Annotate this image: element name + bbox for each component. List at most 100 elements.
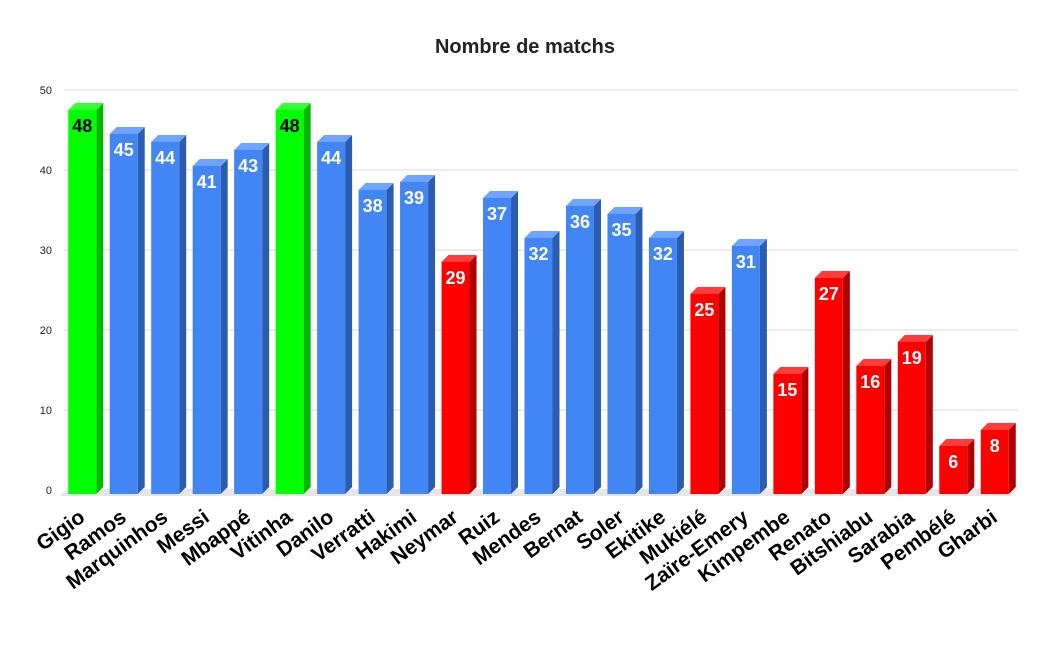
bar-side <box>96 103 104 494</box>
bar-soler: 35 <box>607 207 643 494</box>
bar-bernat: 36 <box>565 199 601 494</box>
bar-side <box>801 367 809 494</box>
bar-mukiélé: 25 <box>690 287 726 494</box>
data-label: 16 <box>860 372 880 392</box>
bar-front <box>690 294 719 494</box>
bar-side <box>552 231 560 494</box>
bar-gharbi: 8 <box>980 423 1016 494</box>
data-label: 8 <box>990 436 1000 456</box>
bar-verratti: 38 <box>358 183 394 494</box>
bar-side <box>967 439 975 494</box>
bar-marquinhos: 44 <box>151 135 187 494</box>
y-tick-label: 40 <box>40 165 52 177</box>
bar-vitinha: 48 <box>275 103 311 494</box>
y-tick-label: 20 <box>40 325 52 337</box>
bar-front <box>731 246 760 494</box>
bar-front <box>607 214 636 494</box>
bar-front <box>317 142 346 494</box>
bar-side <box>303 103 311 494</box>
bar-side <box>842 271 850 494</box>
bar-top <box>814 271 850 278</box>
data-label: 32 <box>528 244 548 264</box>
bar-top <box>980 423 1016 430</box>
bar-side <box>137 127 145 494</box>
bar-top <box>151 135 187 142</box>
bar-top <box>192 159 228 166</box>
data-label: 25 <box>694 300 714 320</box>
bar-top <box>607 207 643 214</box>
bar-front <box>524 238 553 494</box>
bar-renato: 27 <box>814 271 850 494</box>
bar-side <box>262 143 270 494</box>
data-label: 44 <box>155 148 175 168</box>
data-label: 43 <box>238 156 258 176</box>
bar-front <box>109 134 138 494</box>
bar-top <box>441 255 477 262</box>
bar-top <box>565 199 601 206</box>
bar-mbappé: 43 <box>234 143 270 494</box>
data-label: 29 <box>446 268 466 288</box>
data-label: 6 <box>948 452 958 472</box>
bar-front <box>192 166 221 494</box>
data-label: 15 <box>777 380 797 400</box>
bar-hakimi: 39 <box>400 175 436 494</box>
y-tick-label: 30 <box>40 245 52 257</box>
data-label: 41 <box>197 172 217 192</box>
bar-top <box>109 127 145 134</box>
bar-danilo: 44 <box>317 135 353 494</box>
bar-mendes: 32 <box>524 231 560 494</box>
y-tick-label: 0 <box>46 485 52 497</box>
x-axis: GigioRamosMarquinhosMessiMbappéVitinhaDa… <box>32 505 1001 595</box>
bar-top <box>856 359 892 366</box>
data-label: 48 <box>280 116 300 136</box>
bar-bitshiabu: 16 <box>856 359 892 494</box>
bar-ekitike: 32 <box>648 231 684 494</box>
bar-top <box>234 143 270 150</box>
bar-front <box>483 198 512 494</box>
bar-pembélé: 6 <box>939 439 975 494</box>
y-axis: 0 10 20 30 40 50 <box>40 85 52 497</box>
bar-top <box>897 335 933 342</box>
bar-top <box>275 103 311 110</box>
bar-zaïre-emery: 31 <box>731 239 767 494</box>
data-label: 38 <box>363 196 383 216</box>
bar-top <box>483 191 519 198</box>
bar-top <box>317 135 353 142</box>
y-tick-label: 50 <box>40 85 52 97</box>
y-tick-label: 10 <box>40 405 52 417</box>
data-label: 19 <box>902 348 922 368</box>
bar-side <box>345 135 353 494</box>
bar-ruiz: 37 <box>483 191 519 494</box>
bar-sarabia: 19 <box>897 335 933 494</box>
bar-side <box>884 359 892 494</box>
bar-top <box>773 367 809 374</box>
data-label: 48 <box>72 116 92 136</box>
data-label: 45 <box>114 140 134 160</box>
bar-front <box>648 238 677 494</box>
bar-front <box>939 446 968 494</box>
bars: 48 45 44 41 43 48 44 38 39 29 37 32 36 35 32 25 31 15 27 16… <box>68 103 1016 494</box>
bar-gigio: 48 <box>68 103 104 494</box>
data-label: 32 <box>653 244 673 264</box>
bar-side <box>469 255 477 494</box>
bar-kimpembe: 15 <box>773 367 809 494</box>
bar-side <box>1008 423 1016 494</box>
bar-front <box>897 342 926 494</box>
data-label: 37 <box>487 204 507 224</box>
bar-top <box>690 287 726 294</box>
bar-front <box>151 142 180 494</box>
bar-front <box>400 182 429 494</box>
bar-neymar: 29 <box>441 255 477 494</box>
bar-front <box>234 150 263 494</box>
bar-side <box>925 335 933 494</box>
data-label: 31 <box>736 252 756 272</box>
bar-top <box>400 175 436 182</box>
bar-side <box>428 175 436 494</box>
bar-top <box>731 239 767 246</box>
bar-front <box>68 110 97 494</box>
data-label: 27 <box>819 284 839 304</box>
bar-ramos: 45 <box>109 127 145 494</box>
bar-top <box>524 231 560 238</box>
data-label: 36 <box>570 212 590 232</box>
data-label: 35 <box>611 220 631 240</box>
